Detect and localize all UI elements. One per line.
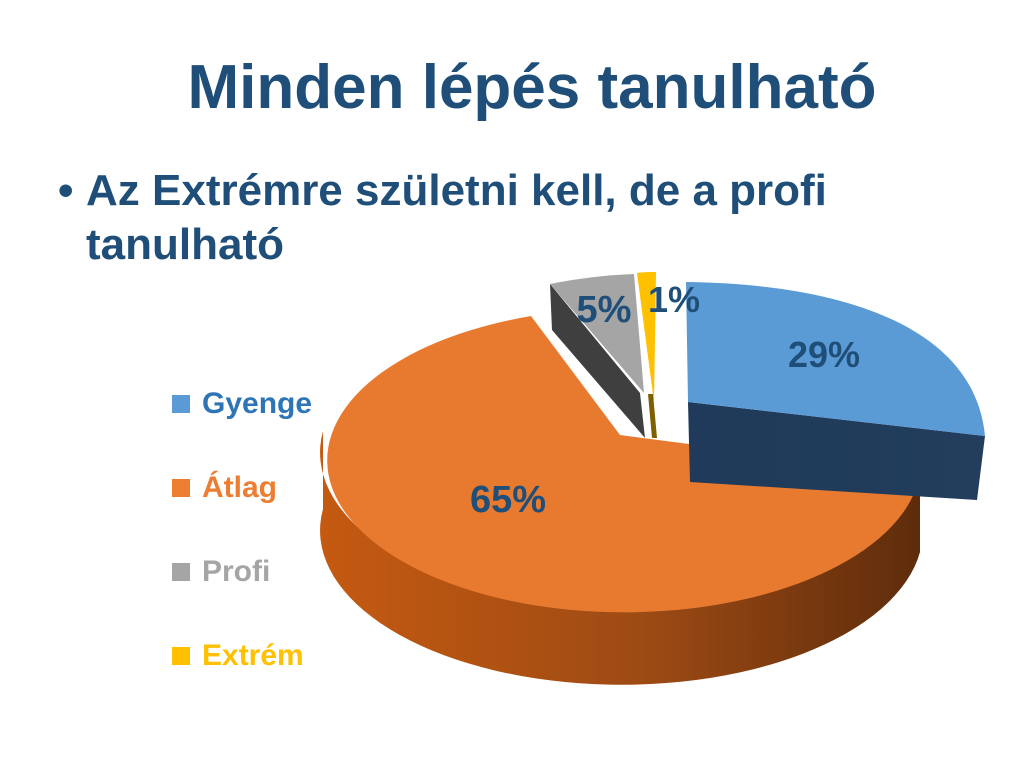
legend-swatch-profi: [172, 563, 190, 581]
legend-label-profi: Profi: [202, 555, 271, 588]
pie-slice-side-profi: [550, 284, 645, 438]
bullet-text: Az Extrémre születni kell, de a profi ta…: [86, 166, 827, 269]
legend-item-atlag: Átlag: [172, 446, 312, 530]
data-label-atlag: 65%: [470, 479, 546, 521]
data-label-extrem: 1%: [648, 279, 700, 320]
legend-swatch-extrem: [172, 647, 190, 665]
pie-slice-gyenge: [686, 282, 985, 436]
data-label-profi: 5%: [577, 289, 632, 331]
pie-slice-side-atlag: [320, 431, 920, 685]
pie-slice-side-gyenge: [688, 402, 985, 500]
legend-label-extrem: Extrém: [202, 639, 304, 672]
chart-legend: Gyenge Átlag Profi Extrém: [172, 362, 312, 698]
legend-label-atlag: Átlag: [202, 471, 277, 504]
legend-swatch-atlag: [172, 479, 190, 497]
legend-label-gyenge: Gyenge: [202, 387, 313, 420]
slide-title: Minden lépés tanulható: [187, 53, 877, 122]
pie-slice-extrem: [637, 272, 656, 402]
bullet-point: • Az Extrémre születni kell, de a profi …: [58, 164, 958, 272]
data-label-gyenge: 29%: [788, 334, 860, 375]
legend-item-profi: Profi: [172, 530, 312, 614]
bullet-symbol: •: [58, 166, 74, 215]
legend-item-gyenge: Gyenge: [172, 362, 312, 446]
pie-slice-side-extrem: [648, 394, 657, 438]
pie-slice-atlag: [327, 316, 920, 613]
pie-slice-profi: [550, 274, 644, 393]
legend-item-extrem: Extrém: [172, 614, 312, 698]
legend-swatch-gyenge: [172, 395, 190, 413]
